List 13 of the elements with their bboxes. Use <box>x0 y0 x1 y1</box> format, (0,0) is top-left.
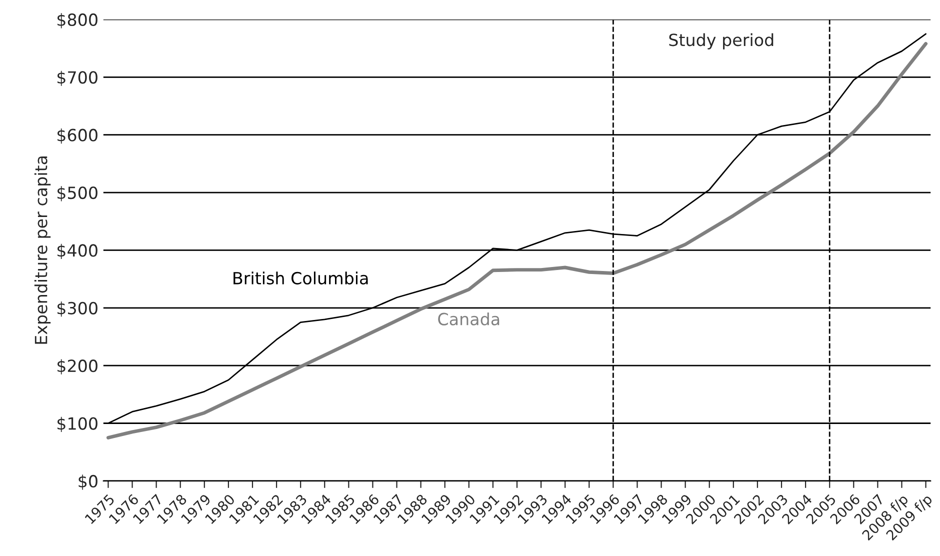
y-tick-label: $600 <box>58 128 98 144</box>
series-label: Canada <box>438 312 500 326</box>
y-tick-label: $300 <box>58 302 98 317</box>
y-tick-label: $400 <box>58 244 98 259</box>
y-tick-label: $800 <box>58 13 98 28</box>
y-axis-title: Expenditure per capita <box>34 156 51 344</box>
y-tick-label: $0 <box>78 474 98 490</box>
series-label: British Columbia <box>234 272 368 284</box>
y-tick-label: $500 <box>58 186 98 202</box>
y-tick-label: $700 <box>58 70 98 86</box>
y-tick-label: $200 <box>58 359 98 374</box>
y-tick-label: $100 <box>58 416 98 432</box>
annotation: Study period <box>669 33 774 50</box>
